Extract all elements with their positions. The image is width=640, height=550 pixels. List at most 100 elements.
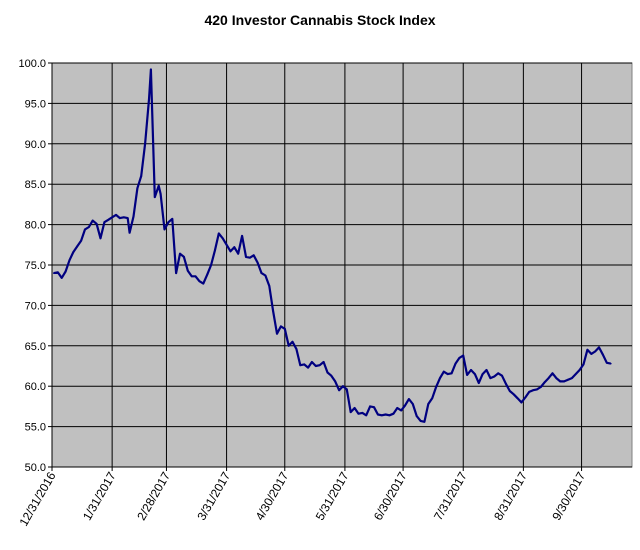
y-tick-label: 65.0 bbox=[25, 341, 46, 353]
data-point bbox=[272, 310, 274, 312]
data-point bbox=[442, 370, 445, 373]
data-point bbox=[361, 412, 364, 414]
data-point bbox=[202, 282, 205, 285]
data-point bbox=[489, 377, 492, 379]
data-point bbox=[582, 363, 585, 366]
data-point bbox=[602, 353, 604, 356]
data-point bbox=[291, 340, 294, 343]
x-tick-label: 7/31/2017 bbox=[431, 469, 470, 523]
data-point bbox=[256, 261, 259, 264]
data-point bbox=[167, 221, 170, 224]
data-point bbox=[307, 366, 309, 369]
data-point bbox=[384, 413, 387, 416]
data-point bbox=[190, 275, 193, 278]
data-point bbox=[163, 228, 166, 231]
data-point bbox=[88, 226, 90, 228]
data-point bbox=[264, 274, 267, 277]
data-point bbox=[411, 403, 414, 405]
y-tick-label: 75.0 bbox=[25, 260, 46, 272]
y-tick-label: 95.0 bbox=[25, 98, 46, 110]
data-point bbox=[194, 275, 197, 278]
data-point bbox=[590, 353, 593, 355]
x-tick-label: 2/28/2017 bbox=[134, 469, 173, 523]
y-tick-label: 55.0 bbox=[25, 422, 46, 434]
data-point bbox=[605, 361, 608, 364]
data-point bbox=[415, 415, 418, 417]
data-point bbox=[373, 406, 375, 409]
data-point bbox=[380, 414, 383, 417]
data-point bbox=[404, 404, 406, 407]
data-point bbox=[268, 285, 271, 287]
data-point bbox=[408, 398, 410, 400]
data-point bbox=[571, 377, 573, 379]
data-point bbox=[466, 374, 468, 376]
chart-title: 420 Investor Cannabis Stock Index bbox=[204, 12, 436, 28]
data-point bbox=[439, 377, 441, 379]
data-point bbox=[210, 264, 213, 266]
axes bbox=[48, 62, 632, 471]
data-point bbox=[175, 272, 178, 274]
data-point bbox=[431, 397, 434, 400]
data-point bbox=[103, 221, 106, 224]
data-point bbox=[107, 218, 110, 221]
data-point bbox=[322, 361, 325, 363]
data-point bbox=[144, 142, 147, 145]
data-point bbox=[345, 388, 348, 391]
data-point bbox=[311, 361, 313, 363]
x-tick-label: 12/31/2016 bbox=[16, 469, 58, 528]
y-tick-label: 80.0 bbox=[25, 220, 46, 232]
data-point bbox=[314, 365, 317, 367]
y-tick-label: 50.0 bbox=[25, 462, 46, 474]
data-point bbox=[524, 396, 527, 399]
data-point bbox=[493, 375, 496, 378]
data-point bbox=[111, 216, 113, 219]
data-point bbox=[435, 386, 437, 388]
data-point bbox=[547, 377, 550, 379]
data-point bbox=[132, 215, 135, 218]
data-point bbox=[497, 372, 500, 375]
data-point bbox=[369, 405, 371, 408]
data-point bbox=[64, 270, 67, 273]
data-point bbox=[419, 420, 422, 422]
data-point bbox=[148, 98, 150, 101]
data-point bbox=[598, 346, 600, 349]
data-point bbox=[183, 256, 185, 258]
data-point bbox=[474, 373, 476, 375]
data-point bbox=[157, 184, 160, 187]
x-tick-label: 4/30/2017 bbox=[253, 469, 292, 523]
data-point bbox=[543, 381, 546, 384]
series-layer bbox=[53, 68, 612, 423]
data-point bbox=[528, 391, 531, 393]
data-point bbox=[512, 393, 515, 396]
y-tick-label: 60.0 bbox=[25, 381, 46, 393]
data-point bbox=[567, 378, 569, 381]
data-point bbox=[84, 228, 86, 231]
data-point bbox=[508, 390, 511, 392]
data-point bbox=[450, 372, 453, 375]
data-point bbox=[365, 414, 368, 417]
data-point bbox=[536, 388, 538, 391]
data-point bbox=[153, 196, 156, 199]
y-tick-label: 85.0 bbox=[25, 179, 46, 191]
data-point bbox=[586, 348, 589, 351]
data-point bbox=[198, 280, 201, 283]
data-point bbox=[72, 251, 75, 254]
data-point bbox=[225, 243, 228, 246]
data-point bbox=[458, 357, 461, 359]
data-point bbox=[221, 237, 224, 240]
data-point bbox=[326, 371, 329, 374]
data-point bbox=[454, 362, 457, 365]
data-point bbox=[237, 252, 240, 255]
data-point bbox=[115, 214, 117, 216]
data-point bbox=[342, 385, 344, 388]
data-point bbox=[516, 397, 519, 400]
data-point bbox=[462, 354, 465, 357]
data-point bbox=[563, 380, 565, 383]
data-point bbox=[140, 175, 143, 178]
data-point bbox=[334, 380, 337, 383]
data-point bbox=[80, 239, 82, 242]
data-point bbox=[539, 386, 542, 388]
data-point bbox=[338, 389, 340, 392]
data-point bbox=[470, 369, 472, 371]
